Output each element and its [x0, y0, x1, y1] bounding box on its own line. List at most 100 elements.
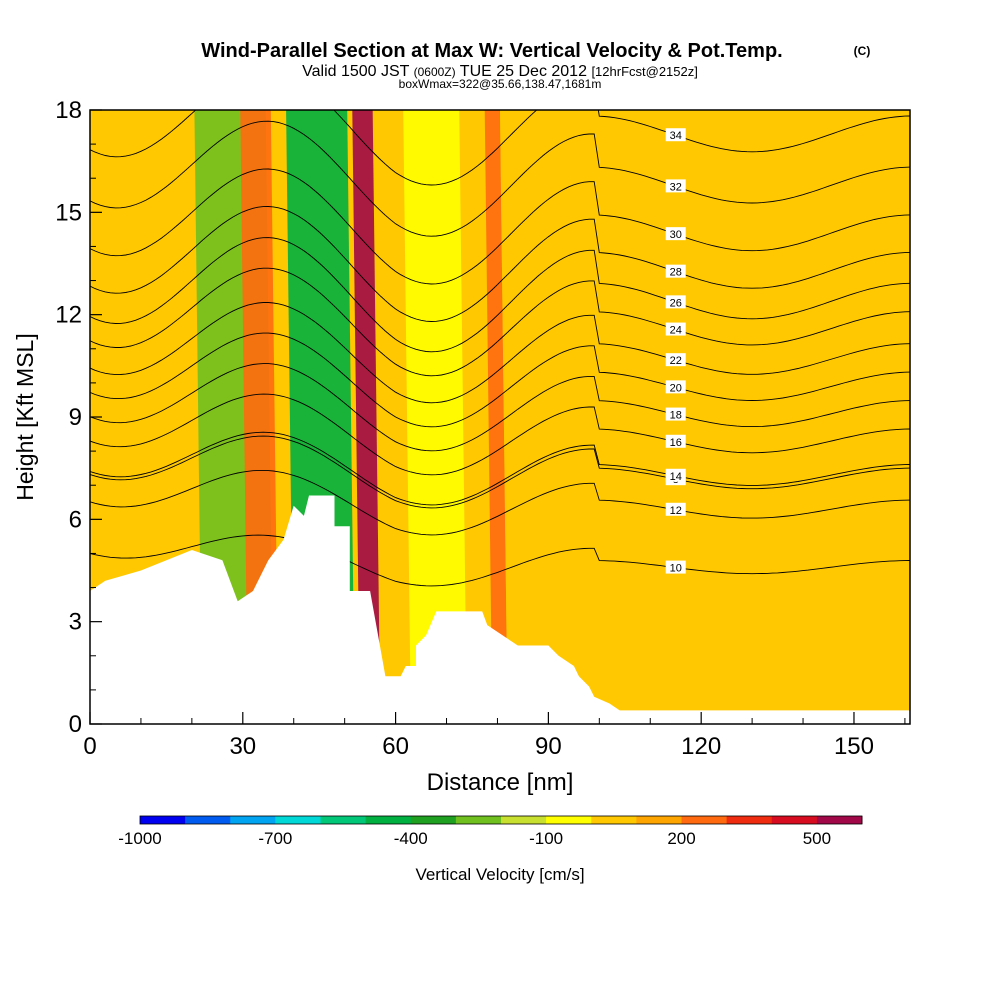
theta-label-30: 30 [665, 227, 686, 241]
subtitle-date: TUE 25 Dec 2012 [460, 63, 587, 80]
terrain-mask [90, 495, 910, 724]
theta-contour-34 [90, 110, 910, 186]
theta-label-text: 30 [670, 229, 682, 241]
theta-contour-30 [90, 168, 910, 285]
y-tick-label-12: 12 [55, 302, 82, 329]
vertical-velocity-field [194, 110, 804, 724]
theta-label-text: 34 [670, 130, 682, 142]
colorbar-swatch-13 [726, 816, 773, 824]
colorbar-tick-label: 500 [803, 829, 831, 848]
theta-label-20: 20 [665, 380, 686, 394]
colorbar-tick-label: -100 [529, 829, 563, 848]
chart-subtitle: Valid 1500 JST (0600Z) TUE 25 Dec 2012 [… [302, 63, 698, 80]
y-axis: 0 3 6 9 12 15 18 [55, 97, 102, 738]
chart-title-mark: (C) [854, 44, 871, 58]
x-axis: 0 30 60 90 120 150 [83, 712, 906, 760]
chart-subtitle-box: boxWmax=322@35.66,138.47,1681m [399, 77, 602, 91]
potential-temperature-contours [90, 110, 910, 587]
colorbar-tick-label: -1000 [118, 829, 161, 848]
colorbar-swatch-2 [230, 816, 276, 824]
theta-contour-12 [90, 469, 910, 536]
x-tick-label-90: 90 [535, 733, 562, 760]
y-tick-label-18: 18 [55, 97, 82, 124]
theta-label-text: 12 [670, 505, 682, 517]
theta-label-24: 24 [665, 322, 686, 337]
theta-contour-20 [90, 332, 910, 428]
theta-label-14: 14 [665, 468, 686, 483]
w-region-6 [500, 110, 625, 724]
colorbar-swatch-1 [185, 816, 231, 824]
theta-label-text: 32 [670, 181, 682, 193]
colorbar-swatch-12 [681, 816, 728, 824]
x-axis-label: Distance [nm] [427, 769, 574, 796]
colorbar-frame [139, 815, 863, 825]
colorbar-swatch-0 [140, 816, 186, 824]
colorbar-tick-label: 200 [667, 829, 695, 848]
theta-contour-28 [90, 206, 910, 322]
subtitle-utc: (0600Z) [414, 65, 456, 79]
theta-contour-16 [90, 393, 910, 476]
x-tick-label-150: 150 [834, 733, 874, 760]
colorbar-swatch-8 [501, 816, 547, 824]
theta-label-12: 12 [665, 502, 686, 517]
theta-label-text: 22 [670, 355, 682, 367]
subtitle-valid: Valid 1500 JST [302, 63, 410, 80]
theta-label-text: 18 [670, 410, 682, 422]
colorbar-swatch-5 [365, 816, 412, 824]
chart-title: Wind-Parallel Section at Max W: Vertical… [201, 40, 782, 62]
theta-label-32: 32 [665, 179, 686, 193]
colorbar [139, 815, 863, 825]
theta-contour-8 [90, 435, 910, 509]
colorbar-swatch-14 [771, 816, 818, 824]
theta-label-text: 10 [670, 563, 682, 575]
w-region-7 [683, 110, 804, 724]
colorbar-swatch-7 [455, 816, 502, 824]
theta-label-text: 16 [670, 437, 682, 449]
colorbar-swatch-6 [410, 816, 457, 824]
theta-label-text: 26 [670, 297, 682, 309]
colorbar-swatch-15 [816, 816, 863, 824]
y-tick-label-15: 15 [55, 199, 82, 226]
colorbar-tick-label: -700 [258, 829, 292, 848]
w-region-4 [403, 110, 467, 724]
theta-label-10: 10 [665, 560, 686, 575]
y-tick-label-3: 3 [69, 609, 82, 636]
x-tick-label-30: 30 [229, 733, 256, 760]
theta-label-28: 28 [665, 264, 686, 279]
contour-labels: 810121416182022242628303234 [665, 128, 686, 575]
subtitle-forecast: [12hrFcst@2152z] [591, 64, 697, 79]
theta-contour-18 [90, 363, 910, 452]
theta-label-text: 14 [670, 471, 682, 483]
theta-label-text: 20 [670, 382, 682, 394]
colorbar-tick-label: -400 [394, 829, 428, 848]
theta-label-16: 16 [665, 434, 686, 449]
theta-contour-14 [90, 431, 910, 506]
colorbar-swatch-3 [275, 816, 321, 824]
plot-area [90, 110, 910, 724]
y-tick-label-6: 6 [69, 506, 82, 533]
w-region-3 [352, 110, 381, 724]
x-tick-label-0: 0 [83, 733, 96, 760]
theta-contour-24 [90, 267, 910, 377]
theta-label-text: 28 [670, 267, 682, 279]
colorbar-label: Vertical Velocity [cm/s] [415, 865, 584, 884]
colorbar-swatch-9 [546, 816, 592, 824]
x-tick-label-60: 60 [382, 733, 409, 760]
theta-label-22: 22 [665, 353, 686, 367]
y-tick-label-9: 9 [69, 404, 82, 431]
theta-contour-32 [90, 120, 910, 237]
x-tick-label-120: 120 [681, 733, 721, 760]
colorbar-swatch-10 [591, 816, 637, 824]
theta-contour-22 [90, 302, 910, 404]
colorbar-swatch-11 [636, 816, 682, 824]
theta-label-34: 34 [665, 128, 686, 142]
y-tick-label-0: 0 [69, 711, 82, 738]
colorbar-ticks: -1000 -700 -400 -100 200 500 [118, 829, 831, 848]
y-axis-label: Height [Kft MSL] [12, 333, 38, 500]
theta-label-text: 24 [670, 325, 682, 337]
theta-contour-26 [90, 237, 910, 353]
theta-label-18: 18 [665, 407, 686, 422]
theta-contour-10 [90, 534, 910, 587]
colorbar-swatch-4 [320, 816, 367, 824]
